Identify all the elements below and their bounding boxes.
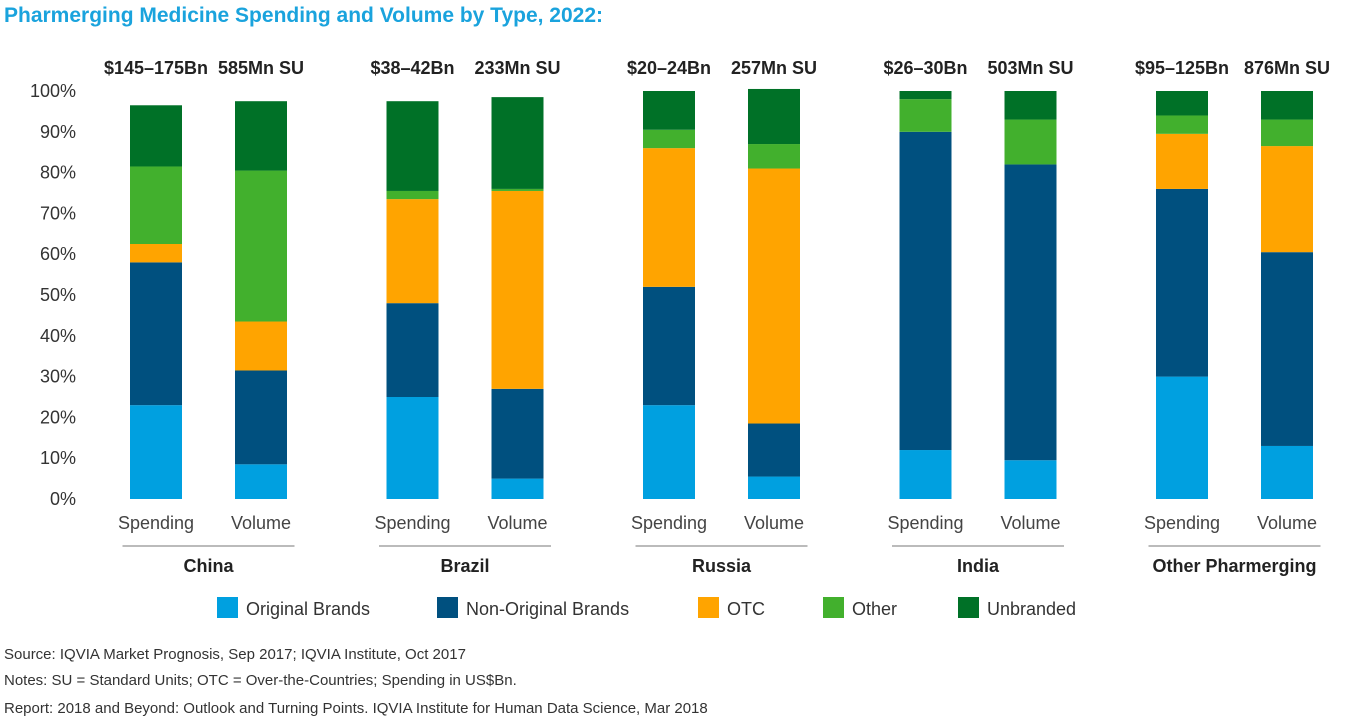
bar-category-label: Spending [631, 513, 707, 533]
bar-segment-unbranded [899, 91, 952, 100]
bar-category-label: Volume [231, 513, 291, 533]
group-label: Brazil [440, 556, 489, 576]
group-label: Other Pharmerging [1152, 556, 1316, 576]
bar-segment-other [130, 166, 182, 244]
legend-swatch [698, 597, 719, 618]
bar-header-label: $95–125Bn [1135, 58, 1229, 78]
bar-segment-non-original-brands [235, 370, 287, 465]
bar-segment-original-brands [748, 476, 800, 499]
y-tick-label: 50% [40, 285, 76, 305]
bar-segment-original-brands [386, 397, 439, 499]
y-tick-label: 0% [50, 489, 76, 509]
bar-segment-unbranded [235, 101, 287, 171]
legend-label: Non-Original Brands [466, 599, 629, 619]
bar-header-label: $145–175Bn [104, 58, 208, 78]
group-label: India [957, 556, 1000, 576]
legend-swatch [958, 597, 979, 618]
bar-segment-original-brands [491, 478, 544, 499]
bar-header-label: 233Mn SU [474, 58, 560, 78]
bar-segment-unbranded [386, 101, 439, 191]
legend-label: Other [852, 599, 897, 619]
bar-header-label: $38–42Bn [370, 58, 454, 78]
source-note: Source: IQVIA Market Prognosis, Sep 2017… [4, 646, 466, 663]
bar-header-label: 876Mn SU [1244, 58, 1330, 78]
bar-category-label: Spending [1144, 513, 1220, 533]
bar-segment-otc [1261, 146, 1313, 253]
bar-segment-unbranded [1261, 91, 1313, 120]
group-label: China [183, 556, 234, 576]
bar-segment-otc [130, 244, 182, 263]
y-tick-label: 80% [40, 163, 76, 183]
y-tick-label: 30% [40, 367, 76, 387]
bar-category-label: Volume [1000, 513, 1060, 533]
bar-segment-other [386, 190, 439, 200]
bar-category-label: Volume [744, 513, 804, 533]
bar-segment-original-brands [1004, 460, 1057, 499]
bar-header-label: 585Mn SU [218, 58, 304, 78]
bar-segment-non-original-brands [1004, 164, 1057, 461]
bar-segment-unbranded [643, 91, 695, 130]
bar-segment-non-original-brands [748, 423, 800, 477]
bar-segment-original-brands [899, 450, 952, 499]
bar-segment-unbranded [1156, 91, 1208, 116]
bar-segment-otc [235, 321, 287, 371]
bar-segment-unbranded [748, 88, 800, 145]
bar-header-label: $26–30Bn [883, 58, 967, 78]
bar-category-label: Spending [887, 513, 963, 533]
legend-swatch [823, 597, 844, 618]
bar-segment-original-brands [1156, 376, 1208, 499]
bar-segment-original-brands [1261, 445, 1313, 499]
bar-segment-unbranded [1004, 91, 1057, 120]
bar-segment-unbranded [130, 105, 182, 167]
y-tick-label: 70% [40, 203, 76, 223]
y-tick-label: 100% [30, 81, 76, 101]
bar-segment-other [1156, 115, 1208, 134]
bar-segment-non-original-brands [386, 303, 439, 397]
y-tick-label: 10% [40, 448, 76, 468]
bar-segment-original-brands [235, 464, 287, 499]
y-tick-label: 40% [40, 326, 76, 346]
bar-header-label: 503Mn SU [987, 58, 1073, 78]
bar-category-label: Spending [118, 513, 194, 533]
y-tick-label: 60% [40, 244, 76, 264]
legend-label: Original Brands [246, 599, 370, 619]
bar-segment-unbranded [491, 97, 544, 189]
legend-label: Unbranded [987, 599, 1076, 619]
notes-note: Notes: SU = Standard Units; OTC = Over-t… [4, 672, 517, 689]
bar-segment-non-original-brands [643, 286, 695, 406]
bar-segment-other [748, 144, 800, 169]
bar-segment-other [1261, 119, 1313, 147]
bar-segment-otc [386, 199, 439, 304]
bar-segment-non-original-brands [491, 388, 544, 479]
bar-segment-other [491, 188, 544, 191]
bar-segment-non-original-brands [1261, 252, 1313, 446]
stacked-bar-chart: 0% 10% 20% 30% 40% 50% 60% 70% 80% 90% 100% $145–17… [30, 58, 1330, 619]
bar-segment-original-brands [130, 405, 182, 499]
y-tick-label: 20% [40, 407, 76, 427]
bar-segment-other [643, 129, 695, 149]
group-label: Russia [692, 556, 752, 576]
bar-segment-original-brands [643, 405, 695, 499]
bar-header-label: 257Mn SU [731, 58, 817, 78]
bar-segment-non-original-brands [1156, 188, 1208, 377]
bar-segment-otc [491, 190, 544, 389]
bar-segment-other [899, 99, 952, 132]
bar-segment-otc [643, 148, 695, 287]
legend-label: OTC [727, 599, 765, 619]
bar-segment-other [1004, 119, 1057, 165]
bar-segment-otc [748, 168, 800, 424]
bar-segment-non-original-brands [130, 262, 182, 406]
bar-segment-non-original-brands [899, 131, 952, 451]
bar-segment-otc [1156, 133, 1208, 189]
report-note: Report: 2018 and Beyond: Outlook and Tur… [4, 700, 708, 717]
bar-category-label: Spending [374, 513, 450, 533]
chart-title: Pharmerging Medicine Spending and Volume… [4, 4, 604, 27]
bar-category-label: Volume [1257, 513, 1317, 533]
bar-header-label: $20–24Bn [627, 58, 711, 78]
bar-segment-other [235, 170, 287, 322]
bar-category-label: Volume [487, 513, 547, 533]
y-tick-label: 90% [40, 122, 76, 142]
legend-swatch [217, 597, 238, 618]
legend-swatch [437, 597, 458, 618]
